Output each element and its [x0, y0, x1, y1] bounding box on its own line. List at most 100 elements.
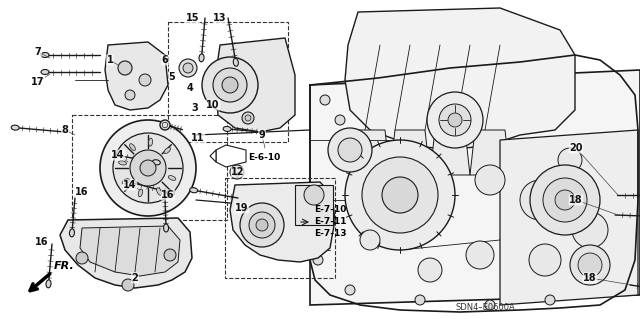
Bar — [168, 22, 288, 142]
Circle shape — [530, 165, 600, 235]
Polygon shape — [390, 130, 430, 175]
Polygon shape — [230, 182, 335, 262]
Text: 13: 13 — [213, 13, 227, 23]
Circle shape — [415, 295, 425, 305]
Circle shape — [213, 68, 247, 102]
Circle shape — [427, 92, 483, 148]
Text: 18: 18 — [569, 195, 583, 205]
Circle shape — [555, 190, 575, 210]
Circle shape — [572, 212, 608, 248]
Polygon shape — [430, 130, 470, 175]
Text: 6: 6 — [162, 55, 168, 65]
Circle shape — [249, 212, 275, 238]
Circle shape — [233, 168, 241, 176]
Ellipse shape — [46, 280, 51, 288]
Ellipse shape — [138, 189, 143, 197]
Text: 17: 17 — [31, 77, 45, 87]
Circle shape — [570, 245, 610, 285]
Circle shape — [179, 59, 197, 77]
Text: 9: 9 — [259, 130, 266, 140]
Polygon shape — [500, 130, 638, 305]
Text: 16: 16 — [35, 237, 49, 247]
Polygon shape — [80, 226, 180, 276]
Text: 5: 5 — [168, 72, 175, 82]
Text: 14: 14 — [111, 150, 125, 160]
Text: E-6-10: E-6-10 — [248, 152, 280, 161]
Text: 16: 16 — [76, 187, 89, 197]
Ellipse shape — [166, 190, 175, 196]
Text: SDN4–E0600A: SDN4–E0600A — [456, 303, 516, 313]
Ellipse shape — [152, 160, 161, 165]
Circle shape — [418, 258, 442, 282]
Circle shape — [164, 249, 176, 261]
Polygon shape — [310, 70, 640, 305]
Circle shape — [520, 180, 560, 220]
Bar — [295, 185, 333, 225]
Ellipse shape — [233, 58, 238, 66]
Text: 7: 7 — [35, 47, 42, 57]
Circle shape — [230, 165, 244, 179]
Text: E-7-10: E-7-10 — [314, 205, 346, 214]
Circle shape — [448, 113, 462, 127]
Text: E-7-11: E-7-11 — [314, 218, 346, 226]
Ellipse shape — [122, 179, 129, 184]
Ellipse shape — [41, 53, 49, 57]
Text: 2: 2 — [132, 273, 138, 283]
Text: 20: 20 — [569, 143, 583, 153]
Circle shape — [122, 279, 134, 291]
Ellipse shape — [69, 229, 74, 237]
Text: 12: 12 — [231, 167, 244, 177]
Polygon shape — [210, 150, 216, 162]
Circle shape — [328, 128, 372, 172]
Circle shape — [256, 219, 268, 231]
Circle shape — [335, 115, 345, 125]
Circle shape — [139, 74, 151, 86]
Text: 14: 14 — [124, 180, 137, 190]
Polygon shape — [60, 218, 192, 288]
Circle shape — [313, 255, 323, 265]
Text: 10: 10 — [206, 100, 220, 110]
Ellipse shape — [223, 126, 231, 131]
Circle shape — [545, 295, 555, 305]
Text: 11: 11 — [191, 133, 205, 143]
Circle shape — [315, 195, 325, 205]
Ellipse shape — [118, 161, 127, 165]
Circle shape — [140, 160, 156, 176]
Circle shape — [130, 150, 166, 186]
Circle shape — [543, 178, 587, 222]
Text: 16: 16 — [161, 190, 175, 200]
Ellipse shape — [189, 188, 198, 193]
Circle shape — [529, 244, 561, 276]
Ellipse shape — [164, 224, 168, 232]
Text: 15: 15 — [186, 13, 200, 23]
Bar — [72, 115, 227, 220]
Circle shape — [439, 104, 471, 136]
Circle shape — [183, 63, 193, 73]
Circle shape — [242, 112, 254, 124]
Ellipse shape — [148, 138, 152, 146]
Ellipse shape — [157, 188, 162, 195]
Polygon shape — [350, 130, 390, 175]
Text: 8: 8 — [61, 125, 68, 135]
Polygon shape — [470, 130, 510, 175]
Circle shape — [100, 120, 196, 216]
Circle shape — [578, 253, 602, 277]
Text: 4: 4 — [187, 83, 193, 93]
Polygon shape — [215, 38, 295, 132]
Circle shape — [304, 185, 324, 205]
Circle shape — [466, 241, 494, 269]
Circle shape — [362, 157, 438, 233]
Text: FR.: FR. — [54, 261, 75, 271]
Text: 1: 1 — [107, 55, 113, 65]
Ellipse shape — [164, 147, 170, 154]
Text: 19: 19 — [236, 203, 249, 213]
Circle shape — [118, 61, 132, 75]
Circle shape — [113, 133, 183, 203]
Text: 3: 3 — [191, 103, 198, 113]
Circle shape — [345, 140, 455, 250]
Circle shape — [125, 90, 135, 100]
Ellipse shape — [199, 54, 204, 62]
Circle shape — [202, 57, 258, 113]
Ellipse shape — [41, 70, 49, 75]
Ellipse shape — [168, 175, 176, 180]
